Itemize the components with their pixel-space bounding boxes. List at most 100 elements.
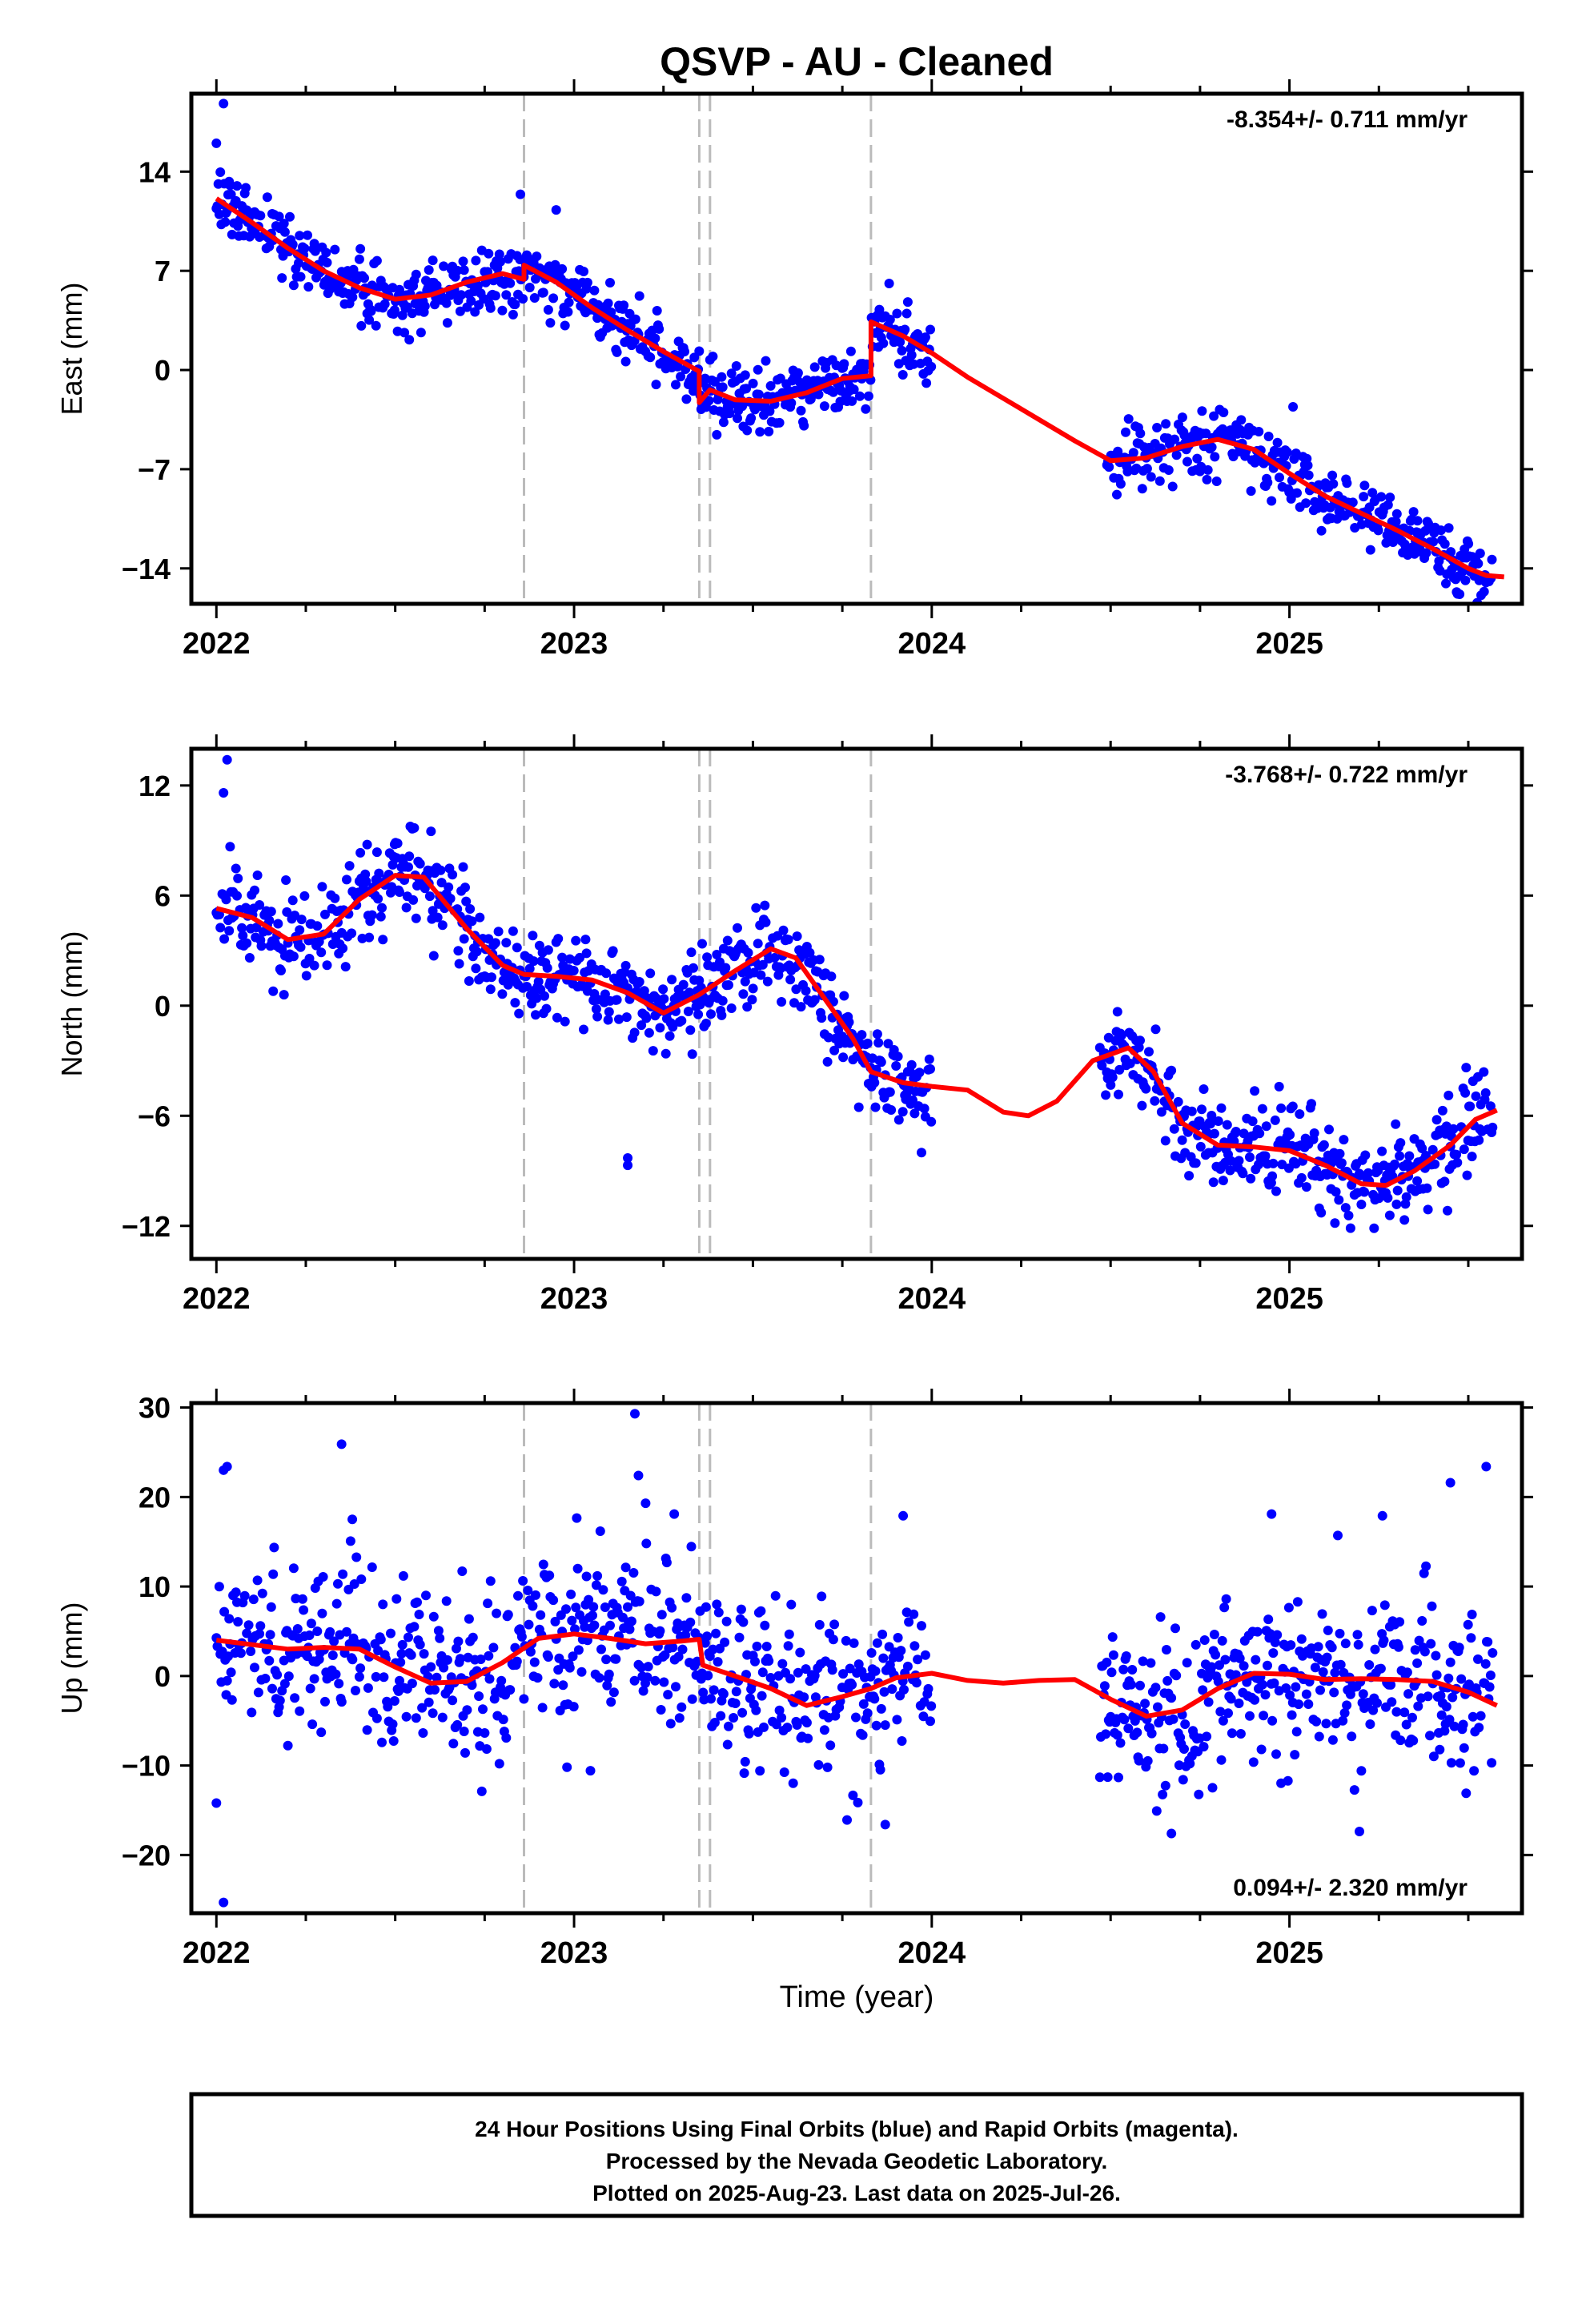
up-point-179 [414,1610,424,1619]
east-point-543 [819,401,829,412]
up-point-285 [532,1673,543,1683]
east-point-767 [1246,486,1256,497]
north-point-580 [862,1038,873,1048]
up-point-110 [334,1679,344,1689]
up-point-21 [235,1648,246,1659]
north-point-657 [1112,1007,1122,1017]
up-point-658 [1115,1738,1126,1748]
east-point-758 [1236,415,1247,425]
up-point-34 [253,1687,263,1698]
up-y-axis-label: Up (mm) [55,1602,88,1715]
up-point-14 [227,1695,237,1705]
up-point-571 [849,1638,859,1648]
up-point-718 [1179,1744,1189,1754]
up-point-48 [268,1569,279,1579]
east-point-291 [538,287,548,298]
north-point-477 [743,947,753,958]
up-point-515 [783,1641,793,1651]
north-point-291 [541,1003,552,1014]
up-point-128 [355,1663,366,1674]
north-x-tick-label-2: 2024 [898,1282,966,1316]
north-point-280 [531,1010,540,1020]
up-point-965 [1447,1692,1458,1703]
east-point-264 [508,309,518,320]
up-point-213 [453,1636,464,1647]
up-point-698 [1158,1789,1168,1799]
north-point-278 [528,956,539,967]
north-point-461 [726,1003,737,1013]
east-point-63 [285,211,295,222]
up-point-717 [1178,1775,1188,1785]
up-point-497 [760,1620,770,1630]
up-point-574 [853,1797,863,1807]
footer-line-1: 24 Hour Positions Using Final Orbits (bl… [475,2117,1239,2141]
east-point-258 [501,290,512,300]
north-point-266 [514,1008,524,1019]
east-point-315 [563,307,573,317]
up-point-30 [248,1594,259,1605]
up-point-899 [1375,1663,1386,1674]
east-point-464 [731,361,741,371]
north-point-588 [870,1102,881,1112]
up-point-460 [720,1637,730,1647]
north-point-661 [1116,1031,1126,1040]
east-point-535 [809,362,820,372]
up-point-385 [641,1538,652,1549]
east-point-616 [900,324,910,335]
north-point-653 [1107,1072,1118,1083]
east-point-364 [619,300,629,311]
up-point-512 [779,1767,789,1777]
east-point-838 [1328,479,1339,489]
up-point-203 [442,1655,452,1665]
east-point-968 [1475,549,1485,558]
up-point-597 [877,1629,888,1639]
up-point-657 [1114,1772,1123,1783]
north-point-400 [665,1031,675,1041]
north-point-956 [1443,1205,1452,1216]
up-point-652 [1108,1650,1118,1660]
north-point-768 [1239,1128,1249,1139]
north-point-115 [347,928,357,939]
up-point-986 [1468,1711,1478,1722]
up-point-646 [1102,1772,1113,1783]
north-point-440 [706,1009,716,1019]
east-point-59 [279,227,290,237]
north-point-77 [296,915,307,925]
up-point-489 [752,1641,762,1651]
east-point-80 [303,282,314,292]
north-point-33 [250,885,259,895]
up-point-343 [596,1644,606,1655]
east-point-851 [1342,478,1352,489]
north-point-322 [579,1024,588,1035]
north-point-302 [552,1012,562,1023]
north-point-982 [1474,1135,1484,1145]
up-point-628 [913,1655,923,1665]
up-point-81 [304,1630,315,1640]
north-point-206 [445,894,456,903]
up-outlier-9 [880,1819,890,1830]
north-point-480 [747,995,757,1005]
up-point-786 [1251,1655,1261,1665]
up-point-592 [872,1638,882,1648]
north-point-346 [608,946,618,956]
up-point-161 [395,1675,404,1686]
north-point-21 [237,923,247,933]
up-point-44 [264,1655,275,1666]
east-point-706 [1179,430,1190,440]
north-point-761 [1231,1127,1241,1136]
up-point-996 [1480,1659,1491,1669]
up-point-757 [1221,1594,1231,1604]
north-outlier-3 [623,1160,633,1171]
north-point-474 [740,976,750,987]
east-point-204 [439,261,449,271]
up-point-751 [1215,1707,1226,1717]
east-point-443 [708,352,718,362]
east-point-502 [774,417,785,428]
panel-north: −12 −6 0 6 12 2022 2023 2024 2025 North (mm) -3.76… [55,734,1533,1316]
north-point-658 [1114,1089,1123,1100]
east-point-741 [1219,408,1229,417]
east-point-659 [1121,427,1130,437]
east-point-446 [712,429,722,440]
north-point-144 [378,935,388,945]
up-point-682 [1140,1699,1150,1709]
